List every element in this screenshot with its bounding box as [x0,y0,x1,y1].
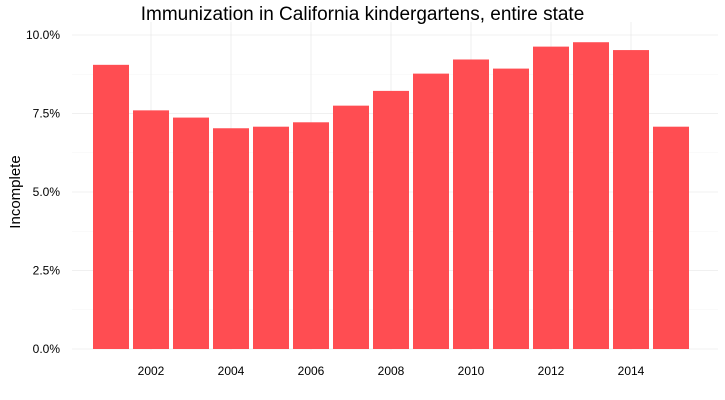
bar-2014 [613,50,649,350]
bar-2005 [253,126,289,349]
x-axis-ticks: 2002 2004 2006 2008 2010 2012 2014 [138,364,645,378]
y-tick-label: 2.5% [33,264,61,278]
bar-2010 [453,59,489,349]
bar-2002 [133,110,169,349]
y-tick-label: 7.5% [33,107,61,121]
bar-2003 [173,117,209,349]
x-tick-label: 2002 [138,364,165,378]
y-axis-label: Incomplete [7,155,24,228]
bar-2013 [573,42,609,350]
bar-2009 [413,73,449,349]
bar-2007 [333,105,369,350]
bar-2004 [213,128,249,349]
x-tick-label: 2014 [618,364,645,378]
bar-2011 [493,68,529,350]
y-axis-ticks: 0.0% 2.5% 5.0% 7.5% 10.0% [26,28,60,356]
y-tick-label: 5.0% [33,185,61,199]
y-tick-label: 0.0% [33,342,61,356]
x-tick-label: 2010 [458,364,485,378]
x-tick-label: 2006 [298,364,325,378]
bars [93,42,689,350]
x-tick-label: 2008 [378,364,405,378]
bar-2001 [93,64,129,349]
bar-2008 [373,90,409,349]
y-tick-label: 10.0% [26,28,60,42]
x-tick-label: 2004 [218,364,245,378]
bar-2006 [293,122,329,350]
bar-2015 [653,126,689,349]
x-tick-label: 2012 [538,364,565,378]
bar-2012 [533,46,569,349]
chart-title: Immunization in California kindergartens… [140,4,585,25]
